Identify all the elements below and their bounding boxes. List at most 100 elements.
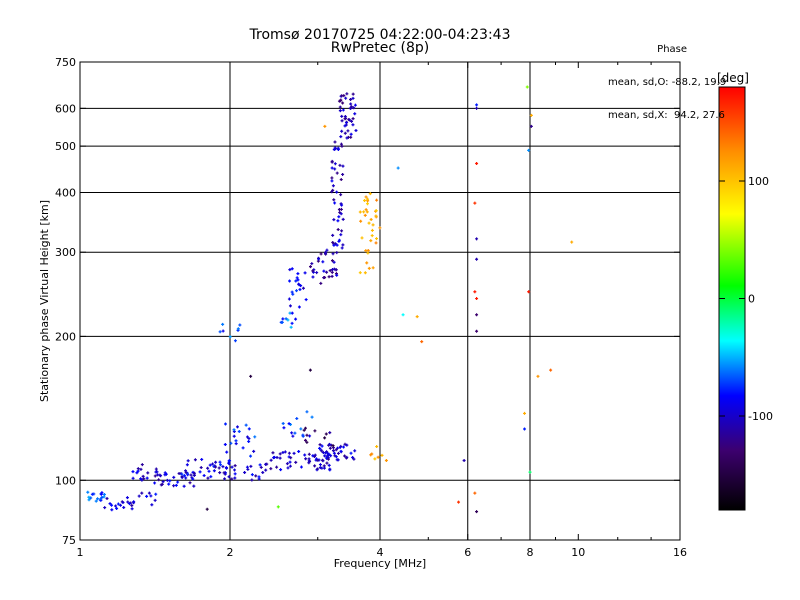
data-point [230,465,234,469]
data-point [198,470,202,474]
data-point [339,178,343,182]
data-point [193,458,197,462]
data-point [363,199,367,203]
data-point [189,473,193,477]
data-point [349,451,353,455]
data-point [323,436,327,440]
data-point [349,97,353,101]
data-point [322,466,326,470]
colorbar-label: [deg] [717,71,749,85]
data-point [523,411,527,415]
data-point [380,453,384,457]
data-point [131,476,135,480]
data-point [252,449,256,453]
data-point [249,464,253,468]
data-point [321,451,325,455]
data-point [291,434,295,438]
data-point [364,208,368,212]
data-point [339,193,343,197]
data-point [368,192,372,196]
data-point [105,497,109,501]
data-point [303,453,307,457]
data-point [371,223,375,227]
data-point [225,450,229,454]
data-point [140,463,144,467]
data-point [475,106,479,110]
data-point [340,129,344,133]
data-point [290,321,294,325]
data-point [352,106,356,110]
data-point [324,432,328,436]
data-point [172,475,176,479]
colorbar-ticks: 100 0 -100 [719,175,773,423]
y-tick-label: 300 [55,246,76,259]
phase-o-stats: mean, sd,O: -88.2, 19.9 [608,77,727,88]
data-point [367,221,371,225]
data-point [276,505,280,509]
data-point [351,92,355,96]
data-point [376,455,380,459]
data-point [351,456,355,460]
data-point [308,265,312,269]
data-point [327,275,331,279]
data-point [223,422,227,426]
data-point [153,474,157,478]
data-point [370,452,374,456]
data-point [221,322,225,326]
data-point [344,121,348,125]
data-point [247,427,251,431]
phase-summary: Phase mean, sd,O: -88.2, 19.9 mean, sd,X… [608,22,726,132]
data-point [271,451,275,455]
data-point [219,463,223,467]
data-point [290,431,294,435]
data-point [253,435,257,439]
data-point [353,449,357,453]
data-point [332,267,336,271]
data-point [334,448,338,452]
data-point [323,251,327,255]
data-point [336,219,340,223]
data-point [294,279,298,283]
data-point [295,417,299,421]
data-point [351,123,355,127]
data-point [523,427,527,431]
data-point [316,458,320,462]
data-point [184,469,188,473]
data-point [281,317,285,321]
phase-x-stats: mean, sd,X: 94.2, 27.6 [608,110,725,121]
data-point [337,239,341,243]
data-point [352,457,356,461]
data-point [174,483,178,487]
data-point [208,463,212,467]
data-points [86,85,574,514]
data-point [341,217,345,221]
data-point [336,451,340,455]
data-point [325,270,329,274]
data-point [207,469,211,473]
data-point [184,476,188,480]
data-point [332,218,336,222]
data-point [241,446,245,450]
data-point [341,164,345,168]
data-point [212,469,216,473]
data-point [218,471,222,475]
data-point [192,484,196,488]
data-point [359,219,363,223]
data-point [160,482,164,486]
data-point [233,464,237,468]
data-point [315,271,319,275]
data-point [374,209,378,213]
data-point [354,129,358,133]
data-point [282,426,286,430]
data-point [475,313,479,317]
data-point [335,251,339,255]
data-point [303,271,307,275]
data-point [94,499,98,503]
data-point [199,466,203,470]
data-point [121,501,125,505]
data-point [321,260,325,264]
data-point [350,119,354,123]
data-point [473,290,477,294]
data-point [211,462,215,466]
data-point [247,439,251,443]
